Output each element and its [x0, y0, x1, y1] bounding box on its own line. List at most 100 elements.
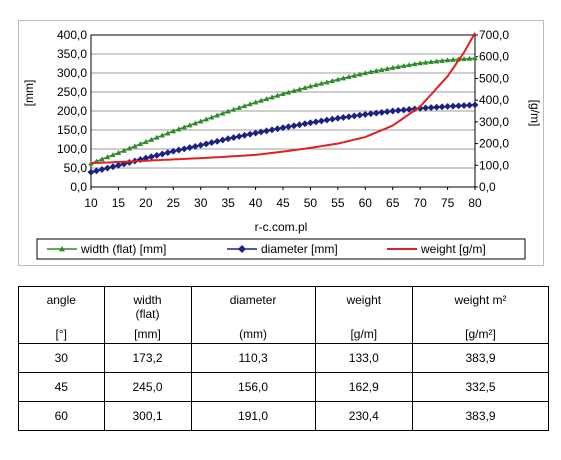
data-point — [137, 141, 144, 147]
x-tick-label: 20 — [139, 196, 153, 210]
y-right-tick-label: 200,0 — [479, 137, 509, 151]
data-point — [252, 129, 260, 137]
header-angle-top: angle — [46, 293, 76, 307]
y-left-tick-label: 350,0 — [57, 47, 87, 61]
data-point — [258, 97, 264, 103]
data-point — [400, 62, 407, 69]
x-tick-label: 40 — [249, 196, 263, 210]
table-cell: 332,5 — [411, 372, 550, 402]
data-point — [181, 124, 188, 130]
data-point — [444, 57, 451, 63]
table-cell: 30 — [18, 343, 105, 373]
legend-label: weight [g/m] — [420, 242, 486, 256]
data-point — [284, 123, 293, 131]
x-axis-label: r-c.com.pl — [255, 220, 308, 234]
data-point — [104, 154, 111, 160]
data-point — [98, 165, 106, 173]
header-weight-m2-top: weight m² — [454, 293, 507, 307]
data-point — [438, 103, 446, 111]
data-point — [307, 83, 314, 89]
y-left-tick-label: 50,0 — [64, 161, 88, 175]
data-point — [121, 147, 127, 153]
header-diameter: diameter (mm) — [190, 286, 316, 344]
x-tick-label: 55 — [331, 196, 345, 210]
data-point — [132, 143, 138, 149]
data-point — [208, 139, 216, 147]
data-point — [317, 117, 325, 125]
table-cell: 60 — [18, 401, 105, 431]
data-point — [114, 161, 122, 169]
table-cell: 245,0 — [103, 372, 192, 402]
data-point — [471, 101, 479, 109]
table-cell: 300,1 — [103, 401, 192, 431]
data-point — [461, 56, 467, 62]
x-tick-label: 80 — [468, 196, 482, 210]
data-point — [236, 104, 242, 110]
data-point — [203, 116, 210, 122]
y-right-tick-label: 600,0 — [479, 50, 509, 64]
data-point — [350, 112, 358, 120]
data-point — [373, 67, 380, 74]
data-point — [291, 87, 297, 94]
data-point — [356, 71, 363, 77]
legend-box — [36, 238, 526, 260]
data-point — [230, 106, 237, 112]
data-point — [164, 149, 172, 157]
data-point — [175, 126, 182, 132]
data-point — [186, 144, 194, 152]
data-point — [175, 146, 183, 154]
legend: width (flat) [mm] diameter [mm] weight [g/… — [36, 238, 526, 260]
data-point — [268, 126, 276, 134]
data-point — [383, 108, 391, 116]
x-tick-label: 10 — [84, 196, 98, 210]
data-point — [362, 70, 369, 76]
y-left-tick-label: 100,0 — [57, 142, 87, 156]
x-tick-label: 25 — [167, 196, 181, 210]
data-point — [295, 121, 304, 129]
legend-label: width (flat) [mm] — [80, 242, 166, 256]
data-point — [324, 79, 330, 85]
legend-marker — [59, 246, 65, 252]
data-point — [346, 73, 352, 80]
y-left-tick-label: 0,0 — [70, 180, 87, 194]
data-point — [400, 106, 408, 114]
data-point — [247, 101, 253, 107]
data-point — [367, 110, 375, 118]
x-tick-label: 45 — [276, 196, 290, 210]
data-point — [99, 156, 105, 162]
table-cell: 133,0 — [314, 343, 413, 373]
x-tick-label: 70 — [413, 196, 427, 210]
data-point — [241, 102, 248, 109]
data-point — [147, 153, 155, 161]
data-point — [422, 59, 429, 65]
data-point — [439, 57, 445, 63]
header-weight: weight [g/m] — [314, 286, 413, 344]
x-tick-label: 60 — [359, 196, 373, 210]
table-cell: 45 — [18, 372, 105, 402]
table-row: 30 173,2 110,3 133,0 383,9 — [18, 343, 550, 373]
data-point — [345, 113, 353, 121]
table-row: 60 300,1 191,0 230,4 383,9 — [18, 401, 550, 431]
data-point — [296, 86, 303, 92]
header-angle: angle [°] — [18, 286, 105, 344]
y-right-tick-label: 100,0 — [479, 158, 509, 172]
data-point — [444, 102, 452, 110]
data-point — [192, 120, 199, 126]
chart: 0,050,0100,0150,0200,0250,0300,0350,0400… — [22, 28, 542, 260]
x-tick-label: 30 — [194, 196, 208, 210]
data-point — [460, 101, 468, 110]
data-point — [378, 66, 385, 72]
data-point — [241, 131, 249, 139]
data-point — [219, 136, 227, 144]
table-cell: 383,9 — [411, 401, 550, 431]
data-point — [202, 140, 210, 148]
data-point — [143, 138, 149, 144]
header-angle-unit: [°] — [55, 327, 67, 341]
y-right-label: [g/m] — [528, 100, 542, 127]
data-point — [334, 114, 342, 122]
data-point — [252, 99, 259, 105]
data-point — [197, 141, 205, 149]
y-left-tick-label: 250,0 — [57, 85, 87, 99]
header-diameter-unit: (mm) — [239, 327, 268, 341]
data-point — [208, 114, 215, 120]
